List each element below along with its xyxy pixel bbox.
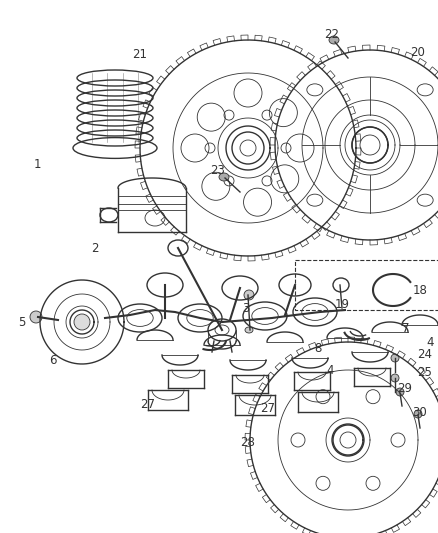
Bar	[295, 260, 438, 310]
Ellipse shape	[329, 36, 339, 44]
Ellipse shape	[396, 388, 404, 396]
Text: 6: 6	[49, 353, 57, 367]
Text: 24: 24	[417, 349, 432, 361]
Text: 4: 4	[326, 364, 334, 376]
Ellipse shape	[245, 327, 253, 333]
Text: 4: 4	[426, 335, 434, 349]
Ellipse shape	[74, 314, 90, 330]
Text: 25: 25	[417, 366, 432, 378]
Ellipse shape	[414, 410, 422, 418]
Text: 27: 27	[141, 399, 155, 411]
Ellipse shape	[391, 374, 399, 382]
Text: 3: 3	[242, 302, 250, 314]
Text: 1: 1	[33, 158, 41, 172]
Text: 29: 29	[398, 382, 413, 394]
Text: 30: 30	[413, 406, 427, 418]
Text: 18: 18	[413, 284, 427, 296]
Ellipse shape	[244, 290, 254, 300]
Text: 5: 5	[18, 316, 26, 328]
Text: 28: 28	[240, 435, 255, 448]
Text: 2: 2	[91, 241, 99, 254]
Ellipse shape	[391, 354, 399, 362]
Text: 20: 20	[410, 45, 425, 59]
Ellipse shape	[219, 173, 229, 181]
Text: 23: 23	[211, 164, 226, 176]
Text: 27: 27	[261, 401, 276, 415]
Text: 8: 8	[314, 342, 321, 354]
Text: 21: 21	[133, 49, 148, 61]
Text: 22: 22	[325, 28, 339, 42]
Text: 19: 19	[335, 298, 350, 311]
Ellipse shape	[30, 311, 42, 323]
Text: 7: 7	[402, 321, 410, 335]
